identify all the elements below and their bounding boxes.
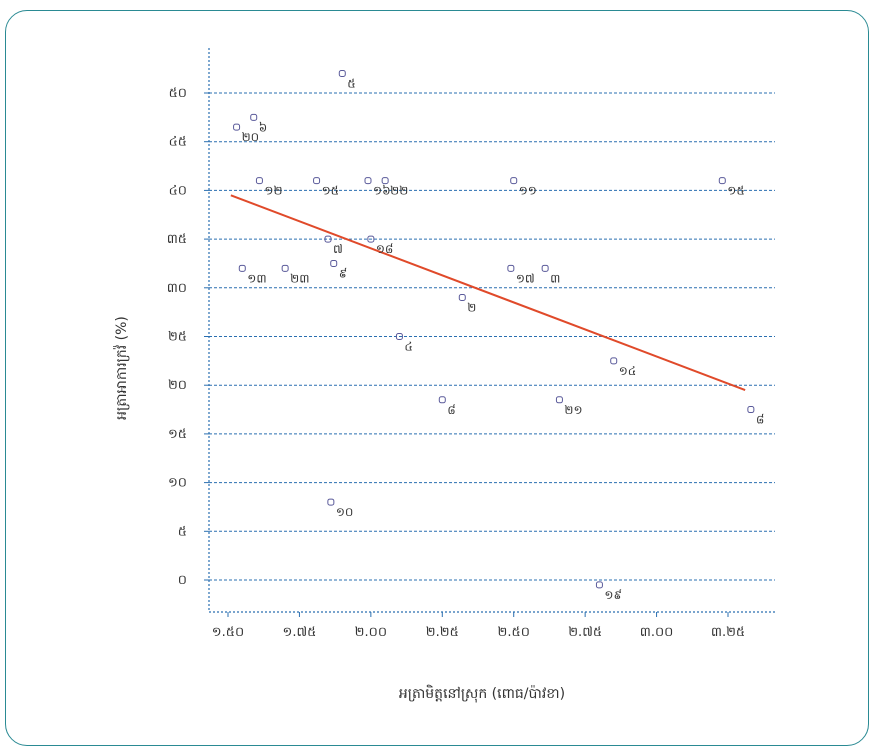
y-tick-label: ៤៥ xyxy=(169,135,187,150)
data-point-label: ៦ xyxy=(259,120,268,134)
data-point xyxy=(364,177,372,185)
data-point xyxy=(367,235,375,243)
data-point-label: ១៥ xyxy=(727,184,745,198)
x-tick-label: ៣.០០ xyxy=(640,625,674,640)
data-point-label: ២០ xyxy=(242,130,260,144)
data-point-label: ២១ xyxy=(564,403,582,417)
data-point xyxy=(327,498,335,506)
y-tick-label: ២៥ xyxy=(168,330,187,345)
data-point-label: ១៧ xyxy=(516,271,535,285)
data-point-label: ៨ xyxy=(447,403,456,417)
data-point-label: ២២ xyxy=(390,184,408,198)
data-point xyxy=(595,581,603,589)
data-point xyxy=(458,294,466,302)
data-point xyxy=(338,70,346,78)
x-tick-label: ៣.២៥ xyxy=(711,625,745,640)
y-tick-label: ៣៥ xyxy=(167,232,187,247)
data-point-label: ៨ xyxy=(756,413,765,427)
data-point-label: ១៣ xyxy=(247,271,266,285)
x-tick-label: ២.២៥ xyxy=(426,625,459,640)
data-point-label: ១២ xyxy=(264,184,282,198)
y-tick-label: ៥០ xyxy=(169,86,187,101)
data-point xyxy=(610,357,618,365)
data-point xyxy=(541,264,549,272)
data-point-label: ១៤ xyxy=(619,364,637,378)
data-point-label: ១៦ xyxy=(373,184,391,198)
data-point-label: ១៨ xyxy=(376,242,394,256)
data-point xyxy=(510,177,518,185)
y-tick-label: ២០ xyxy=(168,378,187,393)
data-point-label: ៣ xyxy=(550,271,560,285)
data-point xyxy=(238,264,246,272)
data-point-label: ១៩ xyxy=(604,588,622,602)
data-point-label: ១០ xyxy=(336,505,354,519)
data-point-label: ៤ xyxy=(404,340,413,354)
y-axis-label: អត្រាអាការក្រវ៉ (%) xyxy=(113,316,130,420)
data-point xyxy=(747,406,755,414)
data-point xyxy=(718,177,726,185)
y-tick-label: ៣០ xyxy=(167,281,187,296)
x-tick-label: ២.០០ xyxy=(355,625,387,640)
data-point xyxy=(233,123,241,131)
x-tick-label: ១.៧៥ xyxy=(283,625,317,640)
data-point-label: ៧ xyxy=(333,242,343,256)
y-tick-label: ៥ xyxy=(178,524,187,539)
data-point-label: ២៣ xyxy=(290,271,309,285)
x-tick-label: ២.៥០ xyxy=(498,625,530,640)
trendline xyxy=(230,194,746,392)
data-point xyxy=(255,177,263,185)
data-point-label: ១១ xyxy=(519,184,537,198)
data-point xyxy=(438,396,446,404)
x-tick-label: ១.៥០ xyxy=(212,625,244,640)
data-point xyxy=(381,177,389,185)
data-point xyxy=(555,396,563,404)
chart-frame xyxy=(5,10,869,746)
x-tick-label: ២.៧៥ xyxy=(568,625,602,640)
y-tick-labels: ០ ៥ ១០ ១៥ ២០ ២៥ ៣០ ៣៥ ៤០ ៤៥ ៥០ xyxy=(167,86,187,588)
data-point xyxy=(324,235,332,243)
x-axis-label: អត្រាមិត្តនៅស្រុក (ពោធ/ប៉ាវខា) xyxy=(399,684,565,703)
y-tick-label: ០ xyxy=(178,573,187,588)
x-tick-labels: ១.៥០ ១.៧៥ ២.០០ ២.២៥ ២.៥០ ២.៧៥ ៣.០០ ៣.២៥ xyxy=(212,612,745,640)
data-point xyxy=(507,264,515,272)
data-point xyxy=(313,177,321,185)
data-point xyxy=(395,333,403,340)
data-point xyxy=(281,264,289,272)
data-point-label: ៥ xyxy=(347,77,356,91)
data-point xyxy=(250,113,258,121)
gridlines xyxy=(204,92,775,581)
data-point xyxy=(330,259,338,267)
data-point-label: ៩ xyxy=(339,266,348,280)
y-tick-label: ៤០ xyxy=(169,183,187,198)
y-tick-label: ១៥ xyxy=(168,427,187,442)
y-tick-label: ១០ xyxy=(168,476,187,491)
data-point-label: ១៥ xyxy=(322,184,340,198)
trendline-group xyxy=(230,194,746,392)
data-point-label: ២ xyxy=(467,301,476,315)
